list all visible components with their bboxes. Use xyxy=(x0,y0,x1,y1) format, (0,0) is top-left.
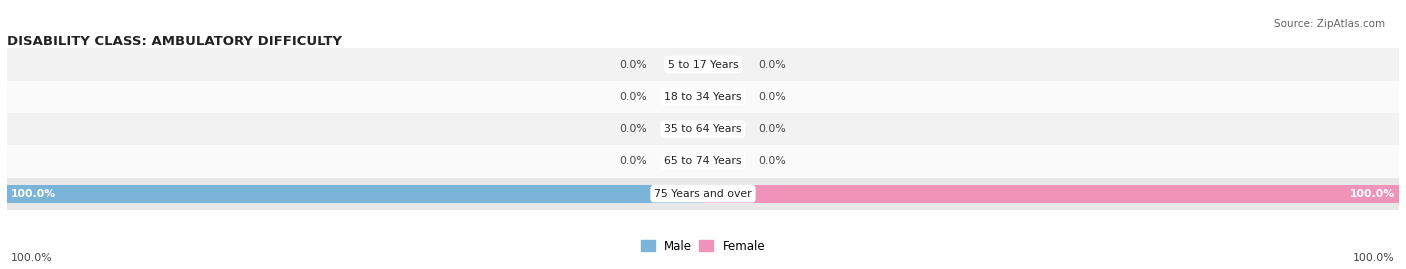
Text: 0.0%: 0.0% xyxy=(620,92,647,102)
Bar xyxy=(7,185,703,203)
Text: 75 Years and over: 75 Years and over xyxy=(654,189,752,199)
Bar xyxy=(7,81,1399,113)
Text: 0.0%: 0.0% xyxy=(620,124,647,134)
Legend: Male, Female: Male, Female xyxy=(636,235,770,257)
Text: 0.0%: 0.0% xyxy=(759,156,786,167)
Text: 100.0%: 100.0% xyxy=(10,189,56,199)
Text: 5 to 17 Years: 5 to 17 Years xyxy=(668,59,738,70)
Text: 18 to 34 Years: 18 to 34 Years xyxy=(664,92,742,102)
Text: 65 to 74 Years: 65 to 74 Years xyxy=(664,156,742,167)
Bar xyxy=(7,113,1399,145)
Bar xyxy=(703,185,1399,203)
Text: 35 to 64 Years: 35 to 64 Years xyxy=(664,124,742,134)
Text: 100.0%: 100.0% xyxy=(11,253,53,263)
Text: Source: ZipAtlas.com: Source: ZipAtlas.com xyxy=(1274,19,1385,29)
Bar xyxy=(7,178,1399,210)
Text: 100.0%: 100.0% xyxy=(1350,189,1396,199)
Text: 0.0%: 0.0% xyxy=(759,59,786,70)
Text: 0.0%: 0.0% xyxy=(759,92,786,102)
Bar xyxy=(7,48,1399,81)
Text: DISABILITY CLASS: AMBULATORY DIFFICULTY: DISABILITY CLASS: AMBULATORY DIFFICULTY xyxy=(7,36,342,48)
Text: 0.0%: 0.0% xyxy=(620,59,647,70)
Text: 0.0%: 0.0% xyxy=(620,156,647,167)
Bar xyxy=(7,145,1399,178)
Text: 0.0%: 0.0% xyxy=(759,124,786,134)
Text: 100.0%: 100.0% xyxy=(1353,253,1395,263)
